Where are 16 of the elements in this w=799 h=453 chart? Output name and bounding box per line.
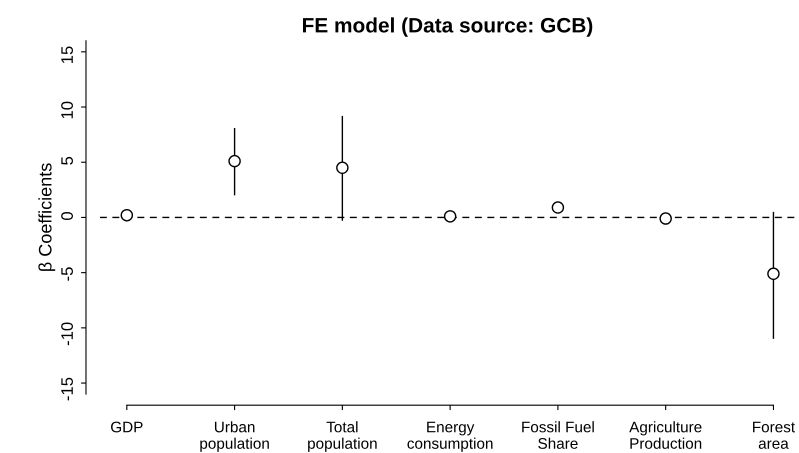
y-tick-label: 10 [61,102,73,118]
y-axis-title: β Coefficients [38,163,56,271]
x-tick-label: GDP [111,422,143,432]
x-tick-label: Fossil Fuel Share [522,421,594,449]
y-tick-label: -15 [61,378,73,400]
y-tick-label: 0 [61,212,73,220]
x-tick-label: Urban population [200,421,269,452]
x-tick-label: Energy consumption [407,422,492,452]
chart-title: FE model (Data source: GCB) [302,17,592,37]
y-tick-label: 15 [61,46,73,64]
y-tick-label: -5 [61,267,73,281]
x-tick-label: Forest area [753,422,795,449]
x-tick-label: Agriculture Production [629,421,702,449]
y-tick-label: -10 [61,322,73,346]
y-tick-label: 5 [61,156,73,165]
x-tick-label: Total population [308,421,377,452]
